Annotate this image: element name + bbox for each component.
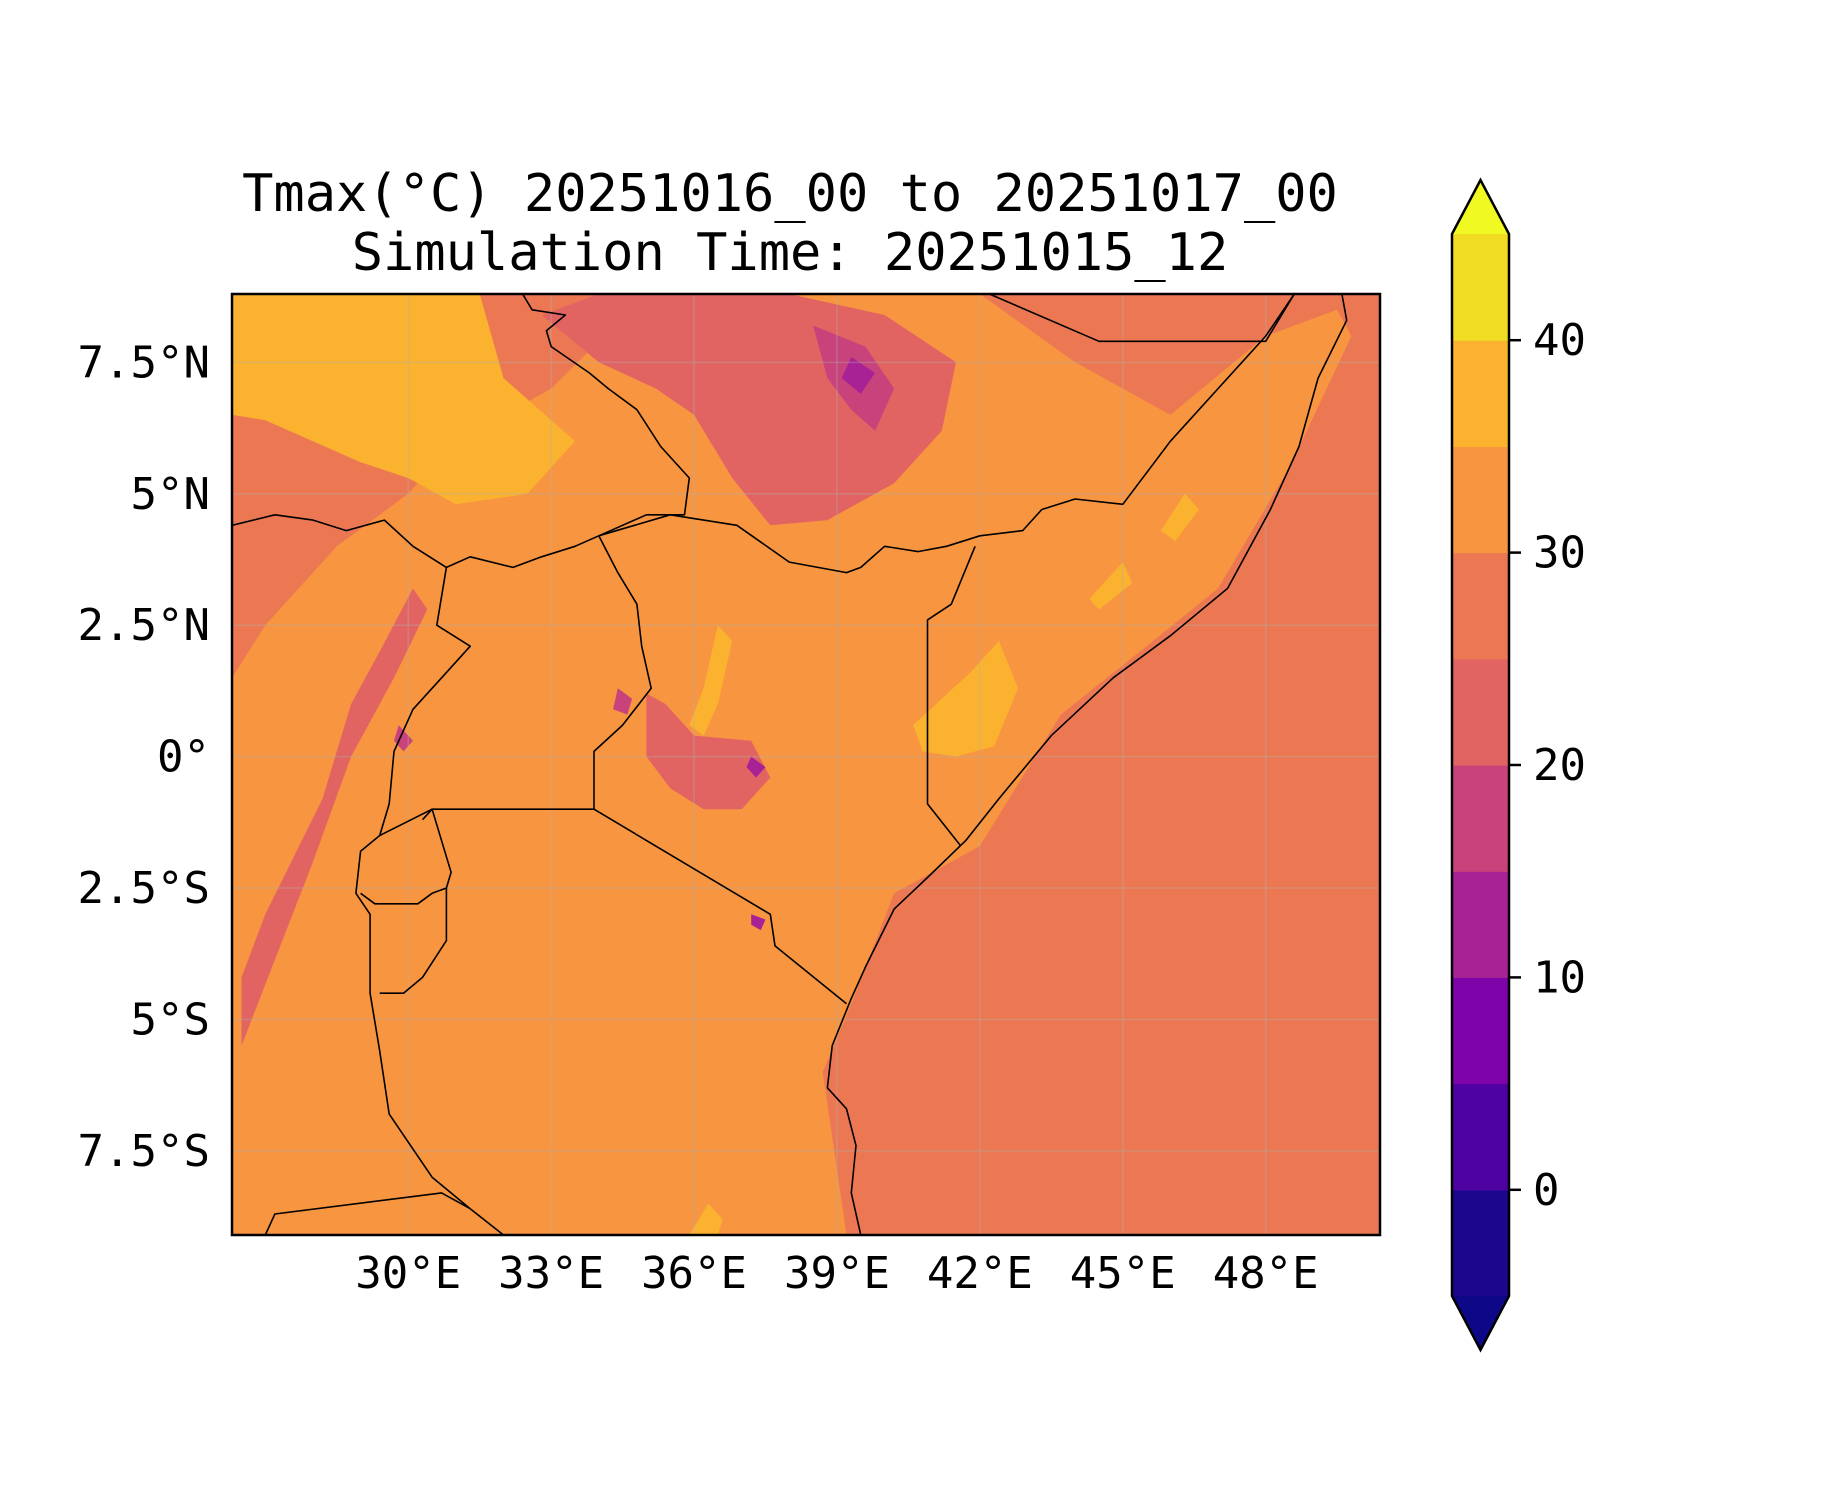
x-tick-label: 33°E xyxy=(498,1248,604,1299)
plot-frame xyxy=(230,292,1382,1237)
colorbar-band xyxy=(1452,765,1509,872)
x-tick-label: 39°E xyxy=(784,1248,890,1299)
colorbar-band xyxy=(1452,1083,1509,1191)
x-axis-ticks: 30°E 33°E 36°E 39°E 42°E 45°E 48°E xyxy=(355,1248,1318,1299)
colorbar-tick-label: 0 xyxy=(1533,1165,1560,1216)
colorbar-tick-label: 10 xyxy=(1533,952,1586,1003)
boundary-border-uganda-kenya xyxy=(593,535,653,810)
y-tick-label: 5°S xyxy=(131,994,210,1045)
boundary-coastline xyxy=(826,294,1348,1235)
y-tick-label: 2.5°N xyxy=(78,600,210,651)
boundary-border-ethiopia-somaliland xyxy=(989,294,1295,343)
boundary-border-rwanda-burundi xyxy=(360,808,452,905)
colorbar-outline xyxy=(1450,177,1511,1353)
field-region-rwenzori xyxy=(394,725,413,752)
x-tick-label: 45°E xyxy=(1070,1248,1176,1299)
title-line-1: Tmax(°C) 20251016_00 to 20251017_00 xyxy=(242,164,1338,224)
field-region-tanzania-south-hot xyxy=(689,1203,723,1235)
colorbar-tick-label: 40 xyxy=(1533,315,1586,366)
colorbar-band xyxy=(1452,871,1509,978)
x-tick-label: 30°E xyxy=(355,1248,461,1299)
colorbar: 0 10 20 30 40 xyxy=(1450,177,1586,1353)
colorbar-band xyxy=(1452,977,1509,1085)
boundary-border-south-sudan-uganda xyxy=(446,535,600,569)
x-tick-label: 42°E xyxy=(927,1248,1033,1299)
colorbar-band xyxy=(1452,446,1509,554)
field-region-inland-east-africa xyxy=(232,294,1352,1235)
x-tick-label: 36°E xyxy=(641,1248,747,1299)
field-region-ogaden-hot-patch xyxy=(1160,493,1199,542)
field-region-kilimanjaro xyxy=(751,914,766,931)
boundary-border-kenya-ethiopia xyxy=(598,294,1295,574)
colorbar-band xyxy=(1452,234,1509,341)
y-tick-label: 5°N xyxy=(131,469,210,520)
colorbar-tick-label: 20 xyxy=(1533,740,1586,791)
boundary-border-south-sudan-ethiopia xyxy=(521,294,691,537)
map-plot-area xyxy=(230,292,1382,1237)
y-axis-ticks: 7.5°N 5°N 2.5°N 0° 2.5°S 5°S 7.5°S xyxy=(78,337,210,1177)
y-tick-label: 0° xyxy=(157,732,210,783)
field-region-ethiopian-peak xyxy=(841,357,876,394)
x-tick-label: 48°E xyxy=(1213,1248,1319,1299)
boundary-border-kenya-somalia xyxy=(926,545,976,847)
title-line-2: Simulation Time: 20251015_12 xyxy=(352,223,1229,283)
boundary-border-zambia-tanzania xyxy=(264,1192,471,1235)
colorbar-tick-label: 30 xyxy=(1533,528,1586,579)
boundary-border-drc-uganda xyxy=(232,513,504,1235)
field-region-western-rift xyxy=(241,588,428,1046)
colorbar-band xyxy=(1452,1189,1509,1297)
boundary-border-kenya-tanzania xyxy=(593,808,848,1005)
field-region-somalia-coast-hot-patch xyxy=(1089,562,1133,610)
colorbar-band xyxy=(1452,552,1509,660)
y-tick-label: 7.5°S xyxy=(78,1126,210,1177)
field-region-kenya-peak xyxy=(746,756,766,778)
y-tick-label: 2.5°S xyxy=(78,863,210,914)
field-region-kenya-highlands xyxy=(646,693,771,810)
y-tick-label: 7.5°N xyxy=(78,337,210,388)
colorbar-extend-max xyxy=(1452,180,1509,234)
field-region-south-sudan-hot-plain xyxy=(232,294,575,505)
field-region-mt-elgon xyxy=(613,688,633,715)
colorbar-extend-min xyxy=(1452,1296,1509,1350)
colorbar-band xyxy=(1452,658,1509,766)
colorbar-band xyxy=(1452,340,1509,447)
gridlines xyxy=(232,294,1380,1235)
field-region-somalia-hot-patch xyxy=(913,641,1018,757)
temperature-field xyxy=(232,294,1352,1235)
field-region-rift-hot-strip xyxy=(689,625,733,736)
boundary-border-burundi-tanzania xyxy=(379,888,448,995)
country-boundaries xyxy=(232,294,1348,1235)
